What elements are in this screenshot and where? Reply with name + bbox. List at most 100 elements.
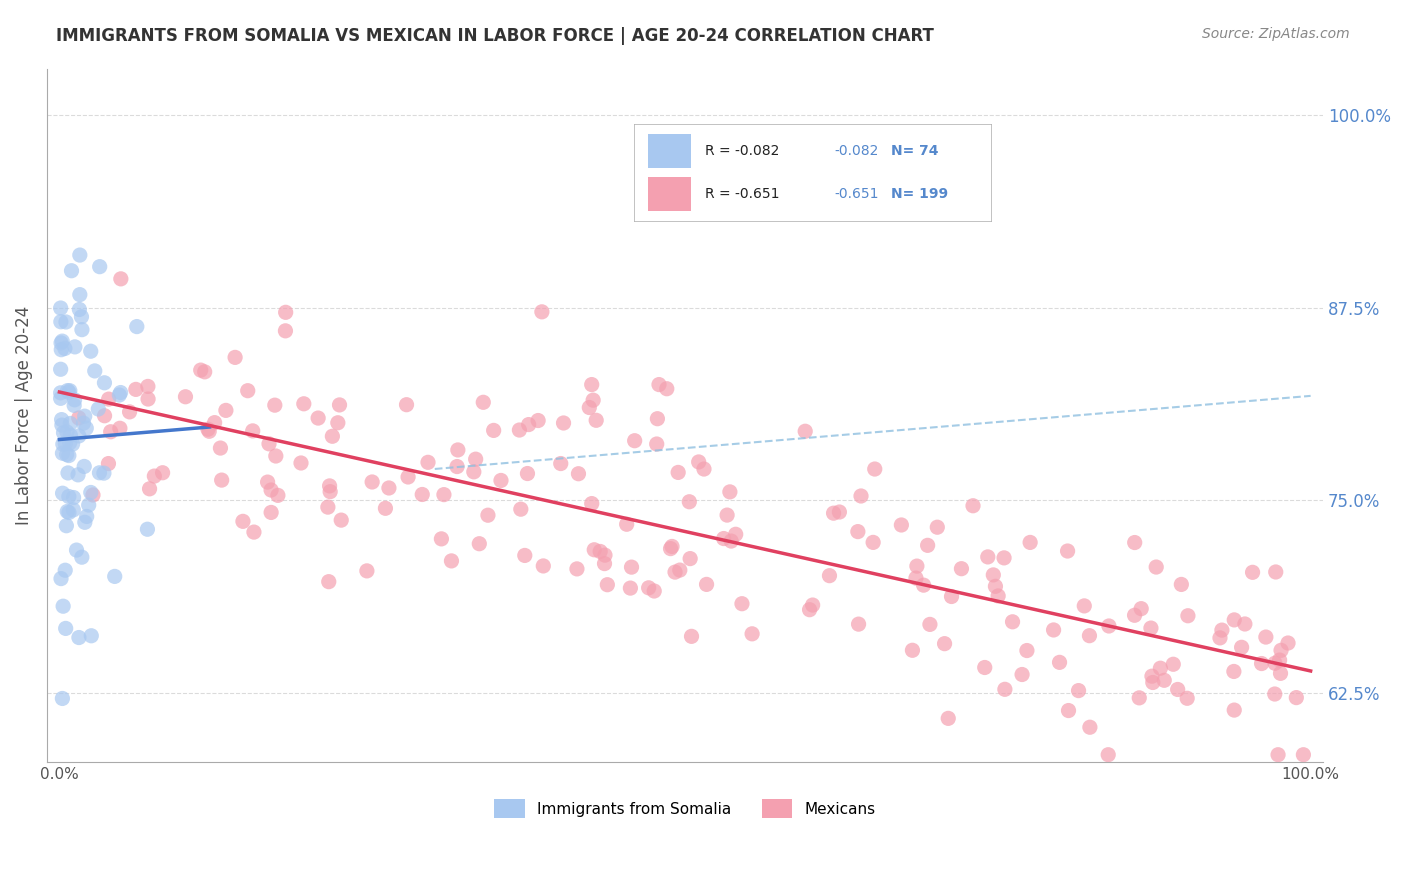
Mexicans [678, 495, 700, 509]
Mexicans [666, 466, 689, 480]
Mexicans [204, 416, 226, 430]
Mexicans [581, 497, 603, 511]
Mexicans [688, 455, 710, 469]
Mexicans [136, 379, 159, 393]
Mexicans [1254, 630, 1277, 644]
Immigrants from Somalia [89, 466, 111, 480]
Mexicans [645, 437, 668, 451]
Mexicans [801, 598, 824, 612]
Immigrants from Somalia [70, 323, 93, 337]
Mexicans [905, 559, 928, 574]
Mexicans [463, 465, 485, 479]
Mexicans [849, 489, 872, 503]
Mexicans [1067, 683, 1090, 698]
Immigrants from Somalia [80, 485, 103, 500]
Mexicans [993, 550, 1015, 565]
Mexicans [912, 578, 935, 592]
Immigrants from Somalia [51, 691, 73, 706]
Mexicans [274, 305, 297, 319]
Mexicans [1078, 629, 1101, 643]
Mexicans [984, 579, 1007, 593]
Immigrants from Somalia [69, 287, 91, 301]
Mexicans [67, 411, 90, 425]
Mexicans [828, 505, 851, 519]
Mexicans [260, 483, 283, 497]
Mexicans [927, 520, 949, 534]
Mexicans [1267, 747, 1289, 762]
Immigrants from Somalia [80, 629, 103, 643]
Immigrants from Somalia [55, 518, 77, 533]
Immigrants from Somalia [73, 459, 96, 474]
Mexicans [1223, 613, 1246, 627]
Immigrants from Somalia [80, 344, 103, 359]
Mexicans [794, 424, 817, 438]
Text: IMMIGRANTS FROM SOMALIA VS MEXICAN IN LABOR FORCE | AGE 20-24 CORRELATION CHART: IMMIGRANTS FROM SOMALIA VS MEXICAN IN LA… [56, 27, 934, 45]
Mexicans [862, 535, 884, 549]
Immigrants from Somalia [51, 343, 73, 357]
Mexicans [616, 517, 638, 532]
Immigrants from Somalia [104, 569, 127, 583]
Mexicans [981, 568, 1004, 582]
Mexicans [1015, 643, 1038, 657]
Mexicans [1001, 615, 1024, 629]
Mexicans [593, 548, 616, 562]
Mexicans [934, 637, 956, 651]
Immigrants from Somalia [56, 504, 79, 518]
Mexicans [330, 513, 353, 527]
Immigrants from Somalia [59, 384, 82, 398]
Immigrants from Somalia [77, 498, 100, 512]
Mexicans [318, 479, 340, 493]
Mexicans [936, 711, 959, 725]
Mexicans [97, 392, 120, 406]
Mexicans [977, 549, 1000, 564]
Mexicans [468, 537, 491, 551]
Immigrants from Somalia [59, 417, 82, 431]
Mexicans [578, 401, 600, 415]
Mexicans [1264, 687, 1286, 701]
Immigrants from Somalia [67, 302, 90, 317]
Mexicans [318, 574, 340, 589]
Mexicans [799, 603, 821, 617]
Immigrants from Somalia [51, 334, 73, 348]
Mexicans [823, 506, 845, 520]
Immigrants from Somalia [52, 599, 75, 614]
Mexicans [1170, 577, 1192, 591]
Mexicans [994, 682, 1017, 697]
Mexicans [527, 413, 550, 427]
Mexicans [1223, 665, 1246, 679]
Mexicans [118, 405, 141, 419]
Mexicans [741, 627, 763, 641]
Mexicans [1264, 657, 1286, 671]
Immigrants from Somalia [59, 435, 82, 450]
Mexicans [1057, 704, 1080, 718]
Immigrants from Somalia [67, 631, 90, 645]
Mexicans [582, 393, 605, 408]
Mexicans [1049, 656, 1071, 670]
Mexicans [664, 565, 686, 579]
Mexicans [581, 377, 603, 392]
Immigrants from Somalia [56, 466, 79, 480]
Y-axis label: In Labor Force | Age 20-24: In Labor Force | Age 20-24 [15, 306, 32, 525]
Mexicans [583, 542, 606, 557]
Mexicans [264, 449, 287, 463]
Immigrants from Somalia [62, 491, 84, 505]
Mexicans [661, 540, 683, 554]
Mexicans [1209, 631, 1232, 645]
Immigrants from Somalia [75, 421, 97, 435]
Mexicans [82, 488, 104, 502]
Immigrants from Somalia [53, 436, 76, 450]
Mexicans [224, 351, 246, 365]
Mexicans [211, 473, 233, 487]
Mexicans [374, 501, 396, 516]
Immigrants from Somalia [49, 385, 72, 400]
Mexicans [718, 484, 741, 499]
Mexicans [918, 617, 941, 632]
Mexicans [637, 581, 659, 595]
Mexicans [950, 562, 973, 576]
Mexicans [513, 549, 536, 563]
Mexicans [731, 597, 754, 611]
Mexicans [589, 544, 612, 558]
Mexicans [623, 434, 645, 448]
Mexicans [411, 487, 433, 501]
Mexicans [1011, 667, 1033, 681]
